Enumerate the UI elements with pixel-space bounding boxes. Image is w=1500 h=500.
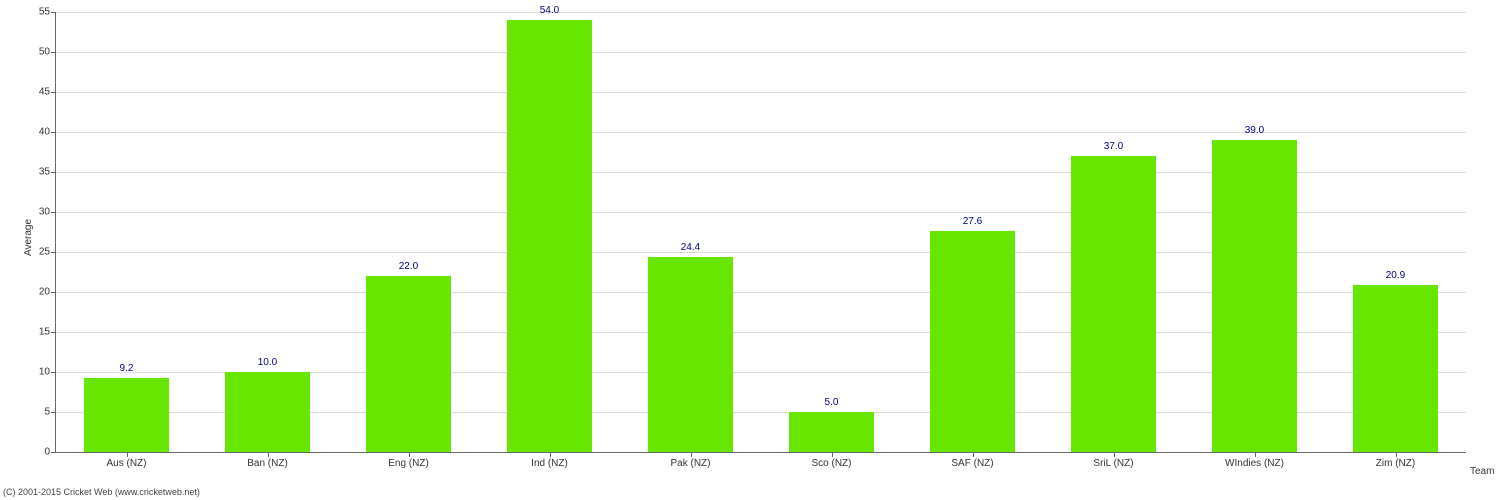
y-axis-title: Average <box>23 219 34 256</box>
copyright-text: (C) 2001-2015 Cricket Web (www.cricketwe… <box>3 487 200 497</box>
bar-value-label: 10.0 <box>258 357 277 372</box>
bar: 9.2 <box>84 378 169 452</box>
x-tick-label: Eng (NZ) <box>388 452 429 469</box>
y-tick-label: 5 <box>44 407 56 418</box>
bar-value-label: 54.0 <box>540 5 559 20</box>
bar: 37.0 <box>1071 156 1156 452</box>
bar: 27.6 <box>930 231 1015 452</box>
plot-area: 05101520253035404550559.2Aus (NZ)10.0Ban… <box>55 12 1466 453</box>
grid-line <box>56 12 1466 13</box>
bar-value-label: 39.0 <box>1245 125 1264 140</box>
bar: 20.9 <box>1353 285 1438 452</box>
x-tick-label: Pak (NZ) <box>671 452 711 469</box>
x-tick-label: Ind (NZ) <box>531 452 568 469</box>
y-tick-label: 35 <box>39 167 56 178</box>
y-tick-label: 10 <box>39 367 56 378</box>
grid-line <box>56 92 1466 93</box>
y-tick-label: 40 <box>39 127 56 138</box>
bar: 39.0 <box>1212 140 1297 452</box>
y-tick-label: 25 <box>39 247 56 258</box>
bar: 10.0 <box>225 372 310 452</box>
bar-value-label: 22.0 <box>399 261 418 276</box>
x-tick-label: Ban (NZ) <box>247 452 288 469</box>
bar: 5.0 <box>789 412 874 452</box>
bar-value-label: 27.6 <box>963 216 982 231</box>
y-tick-label: 55 <box>39 7 56 18</box>
x-tick-label: WIndies (NZ) <box>1225 452 1284 469</box>
bar: 54.0 <box>507 20 592 452</box>
y-tick-label: 15 <box>39 327 56 338</box>
y-tick-label: 45 <box>39 87 56 98</box>
x-tick-label: Zim (NZ) <box>1376 452 1415 469</box>
bar: 22.0 <box>366 276 451 452</box>
y-tick-label: 50 <box>39 47 56 58</box>
y-tick-label: 20 <box>39 287 56 298</box>
bar-value-label: 37.0 <box>1104 141 1123 156</box>
y-tick-label: 30 <box>39 207 56 218</box>
bar-value-label: 5.0 <box>825 397 839 412</box>
y-tick-label: 0 <box>44 447 56 458</box>
x-tick-label: Sco (NZ) <box>812 452 852 469</box>
bar-value-label: 9.2 <box>120 363 134 378</box>
x-axis-title: Team <box>1470 466 1494 477</box>
x-tick-label: SAF (NZ) <box>951 452 993 469</box>
bar-value-label: 20.9 <box>1386 270 1405 285</box>
x-tick-label: SriL (NZ) <box>1093 452 1133 469</box>
bar-chart: 05101520253035404550559.2Aus (NZ)10.0Ban… <box>0 0 1500 500</box>
bar: 24.4 <box>648 257 733 452</box>
grid-line <box>56 52 1466 53</box>
x-tick-label: Aus (NZ) <box>107 452 147 469</box>
bar-value-label: 24.4 <box>681 242 700 257</box>
